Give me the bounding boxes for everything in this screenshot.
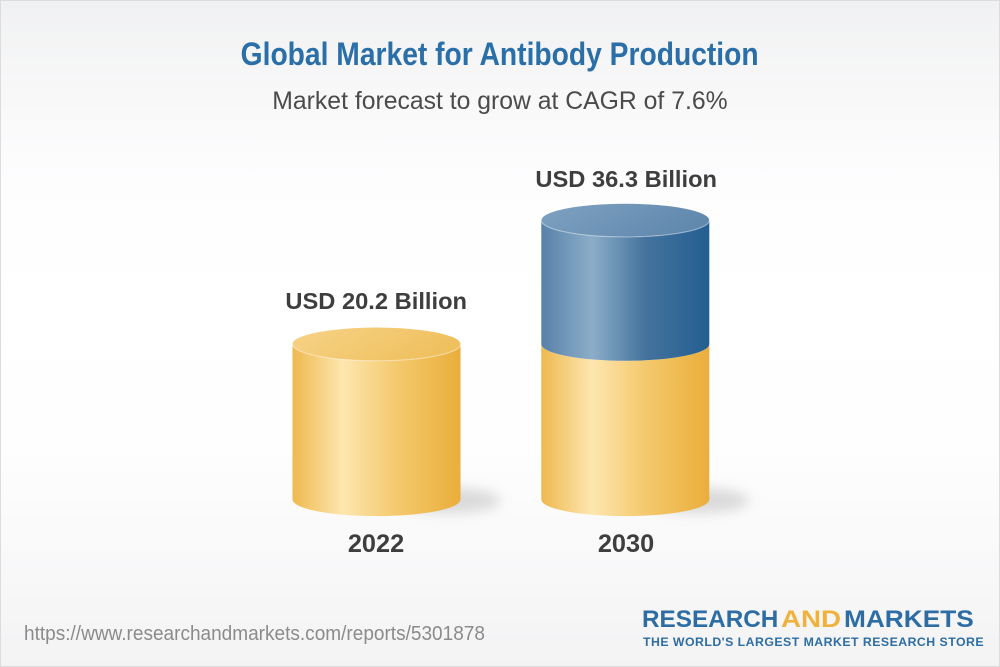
cylinder-cap-rim-2030 [540,220,710,238]
value-label-2030: USD 36.3 Billion [535,166,717,192]
cylinder-cap-2022 [292,327,461,361]
logo-word-and: AND [781,606,842,633]
report-url[interactable]: https://www.researchandmarkets.com/repor… [24,623,485,645]
page-subtitle-text: Market forecast to grow at CAGR of 7.6% [272,87,728,115]
cylinder-segment-base-2030 [541,344,710,517]
logo-word-research: RESEARCH [642,606,779,633]
cylinder-segment-base-2022 [292,344,461,517]
cylinder-cap-2030 [541,203,710,237]
cylinder-cap-rim-2022 [291,344,462,362]
category-label-2022: 2022 [347,530,405,558]
page-subtitle: Market forecast to grow at CAGR of 7.6% [1,87,999,115]
logo-word-markets: MARKETS [844,606,974,633]
page-title-text: Global Market for Antibody Production [241,36,759,72]
cylinder-segment-growth-2030 [541,220,710,361]
value-label-2022: USD 20.2 Billion [285,288,467,314]
logo-tagline: THE WORLD'S LARGEST MARKET RESEARCH STOR… [643,635,985,649]
category-label-2030: 2030 [597,530,655,558]
page-title: Global Market for Antibody Production [1,37,999,71]
